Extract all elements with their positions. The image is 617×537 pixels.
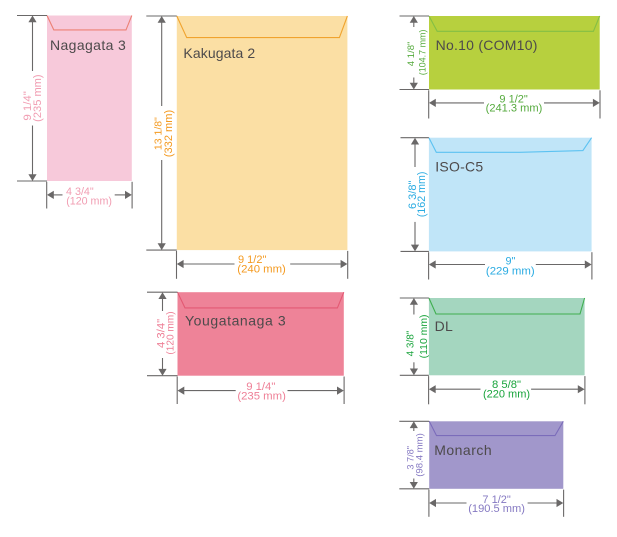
svg-text:(220 mm): (220 mm) bbox=[483, 389, 530, 401]
svg-text:(104.7 mm): (104.7 mm) bbox=[417, 30, 427, 76]
svg-text:Nagagata 3: Nagagata 3 bbox=[50, 37, 126, 53]
svg-text:(120 mm): (120 mm) bbox=[66, 195, 112, 207]
svg-text:4 3/4": 4 3/4" bbox=[66, 186, 94, 198]
svg-text:8 5/8": 8 5/8" bbox=[492, 379, 521, 391]
svg-text:(190.5 mm): (190.5 mm) bbox=[468, 503, 525, 515]
svg-text:(235 mm): (235 mm) bbox=[237, 390, 286, 402]
svg-text:(120 mm): (120 mm) bbox=[166, 311, 177, 354]
svg-text:9": 9" bbox=[505, 255, 515, 267]
svg-text:7 1/2": 7 1/2" bbox=[482, 494, 510, 506]
svg-text:No.10 (COM10): No.10 (COM10) bbox=[436, 37, 538, 53]
svg-text:9 1/4": 9 1/4" bbox=[246, 381, 275, 393]
svg-text:(241.3 mm): (241.3 mm) bbox=[486, 102, 543, 114]
svg-text:(229 mm): (229 mm) bbox=[486, 265, 535, 277]
svg-text:(98.4 mm): (98.4 mm) bbox=[414, 433, 425, 477]
svg-text:(332 mm): (332 mm) bbox=[163, 110, 175, 157]
svg-text:Monarch: Monarch bbox=[434, 442, 492, 458]
svg-text:(240 mm): (240 mm) bbox=[237, 264, 286, 276]
svg-text:9 1/4": 9 1/4" bbox=[22, 91, 34, 121]
svg-text:Yougatanaga 3: Yougatanaga 3 bbox=[185, 313, 286, 329]
svg-text:ISO-C5: ISO-C5 bbox=[435, 159, 483, 175]
svg-text:9 1/2": 9 1/2" bbox=[499, 93, 527, 105]
svg-text:4 3/4": 4 3/4" bbox=[156, 319, 168, 348]
svg-text:4 3/8": 4 3/8" bbox=[405, 330, 416, 356]
svg-text:(235 mm): (235 mm) bbox=[32, 74, 44, 121]
svg-text:4 1/8": 4 1/8" bbox=[406, 42, 417, 67]
svg-text:DL: DL bbox=[435, 318, 454, 334]
svg-text:Kakugata 2: Kakugata 2 bbox=[183, 45, 255, 61]
svg-text:13 1/8": 13 1/8" bbox=[152, 117, 164, 150]
svg-text:3 7/8": 3 7/8" bbox=[405, 446, 415, 470]
svg-text:9 1/2": 9 1/2" bbox=[238, 254, 266, 266]
svg-text:(162 mm): (162 mm) bbox=[416, 172, 428, 218]
svg-text:6 3/8": 6 3/8" bbox=[407, 181, 419, 209]
svg-text:(110 mm): (110 mm) bbox=[419, 314, 430, 358]
